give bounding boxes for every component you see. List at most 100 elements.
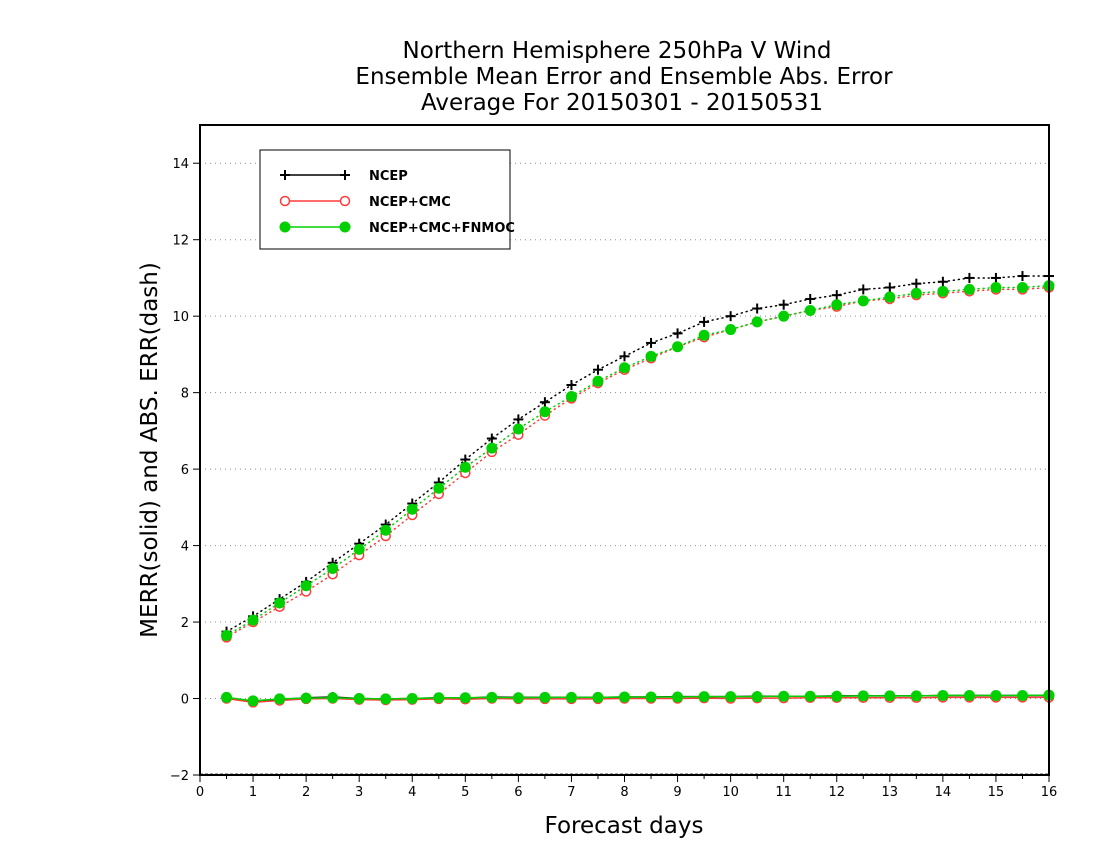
- x-tick-label: 13: [882, 785, 899, 800]
- mean-err-point: [565, 691, 577, 703]
- mean-err-point: [592, 691, 604, 703]
- mean-err-point: [910, 690, 922, 702]
- mean-err-point: [539, 691, 551, 703]
- x-tick-label: 8: [620, 785, 628, 800]
- abs-err-point: [646, 337, 657, 348]
- mean-err-point: [512, 692, 524, 704]
- legend-label: NCEP+CMC: [369, 195, 451, 210]
- mean-err-point: [619, 691, 630, 703]
- y-tick-label: 4: [181, 540, 189, 555]
- chart-title-line-3: Average For 20150301 - 20150531: [421, 90, 823, 116]
- abs-err-point: [831, 290, 842, 301]
- x-tick-label: 12: [828, 785, 845, 800]
- mean-err-point: [327, 692, 339, 704]
- y-tick-label: 6: [181, 463, 189, 478]
- mean-err-point: [857, 690, 869, 702]
- abs-err-point: [778, 299, 789, 310]
- abs-err-point: [857, 295, 869, 307]
- x-tick-label: 7: [567, 785, 575, 800]
- chart-title-line-2: Ensemble Mean Error and Ensemble Abs. Er…: [355, 64, 893, 90]
- mean-err-point: [725, 691, 737, 703]
- legend-label: NCEP: [369, 169, 408, 184]
- mean-err-point: [990, 689, 1002, 701]
- abs-err-point: [699, 316, 710, 327]
- abs-err-point: [990, 282, 1002, 293]
- x-tick-label: 5: [461, 785, 469, 800]
- abs-err-point: [459, 461, 471, 473]
- mean-err-point: [751, 691, 763, 703]
- legend-marker: [279, 195, 291, 207]
- abs-err-point: [433, 482, 445, 494]
- abs-err-point: [380, 524, 392, 536]
- abs-err-point: [539, 397, 550, 408]
- abs-err-point: [300, 580, 312, 592]
- abs-err-point: [884, 282, 895, 293]
- abs-err-point: [937, 276, 948, 287]
- legend-box: [259, 149, 511, 250]
- mean-err-point: [1016, 689, 1028, 701]
- mean-err-point: [698, 691, 710, 703]
- abs-err-point: [805, 293, 816, 304]
- abs-err-point: [725, 311, 736, 322]
- x-tick-label: 11: [775, 785, 792, 800]
- abs-err-point: [353, 543, 365, 555]
- mean-err-point: [459, 692, 471, 704]
- abs-err-point: [619, 351, 630, 362]
- series-ncep-cmc: [221, 282, 1055, 708]
- abs-err-point: [512, 423, 524, 435]
- x-tick-label: 4: [408, 785, 416, 800]
- mean-err-point: [221, 691, 233, 703]
- abs-err-point: [619, 362, 630, 374]
- grid-layer: [200, 162, 1049, 775]
- x-tick-label: 16: [1041, 785, 1058, 800]
- x-tick-label: 14: [935, 785, 952, 800]
- abs-err-point: [910, 287, 922, 299]
- legend-marker: [279, 221, 291, 233]
- abs-err-point: [1017, 271, 1028, 282]
- y-tick-label: 8: [181, 387, 189, 402]
- mean-err-point: [353, 693, 365, 705]
- mean-err-point: [778, 690, 790, 702]
- abs-err-line: [225, 275, 1050, 633]
- abs-err-point: [778, 310, 790, 322]
- abs-err-point: [963, 283, 975, 295]
- mean-err-point: [274, 693, 286, 705]
- x-tick-label: 6: [514, 785, 522, 800]
- mean-err-point: [486, 691, 498, 703]
- legend-marker: [339, 195, 351, 207]
- abs-err-point: [539, 406, 551, 418]
- abs-err-line: [225, 284, 1050, 637]
- x-tick-label: 15: [988, 785, 1005, 800]
- abs-err-point: [592, 375, 604, 387]
- mean-err-point: [406, 693, 418, 705]
- abs-err-point: [274, 597, 286, 609]
- y-tick-label: 0: [181, 693, 189, 708]
- y-tick-label: 2: [181, 616, 189, 631]
- abs-err-point: [937, 285, 949, 297]
- abs-err-point: [486, 442, 498, 454]
- plot-frame: [199, 124, 1050, 776]
- series-ncep: [221, 271, 1054, 707]
- mean-err-point: [831, 690, 843, 702]
- abs-err-point: [884, 291, 896, 303]
- abs-err-point: [327, 563, 339, 575]
- legend-label: NCEP+CMC+FNMOC: [369, 221, 515, 236]
- mean-err-point: [672, 691, 684, 703]
- legend-marker: [280, 170, 290, 180]
- mean-err-point: [300, 692, 312, 704]
- x-tick-label: 2: [302, 785, 310, 800]
- abs-err-point: [247, 614, 259, 626]
- legend-marker: [339, 221, 351, 233]
- mean-err-point: [433, 692, 445, 704]
- abs-err-point: [645, 350, 657, 362]
- abs-err-point: [911, 278, 922, 289]
- abs-err-point: [565, 390, 577, 402]
- abs-err-point: [804, 304, 816, 316]
- series-ncep-cmc-fnmoc: [221, 280, 1055, 707]
- y-tick-label: 14: [172, 157, 189, 172]
- abs-err-point: [672, 341, 684, 353]
- x-tick-label: 1: [249, 785, 257, 800]
- y-tick-label: 12: [172, 234, 189, 249]
